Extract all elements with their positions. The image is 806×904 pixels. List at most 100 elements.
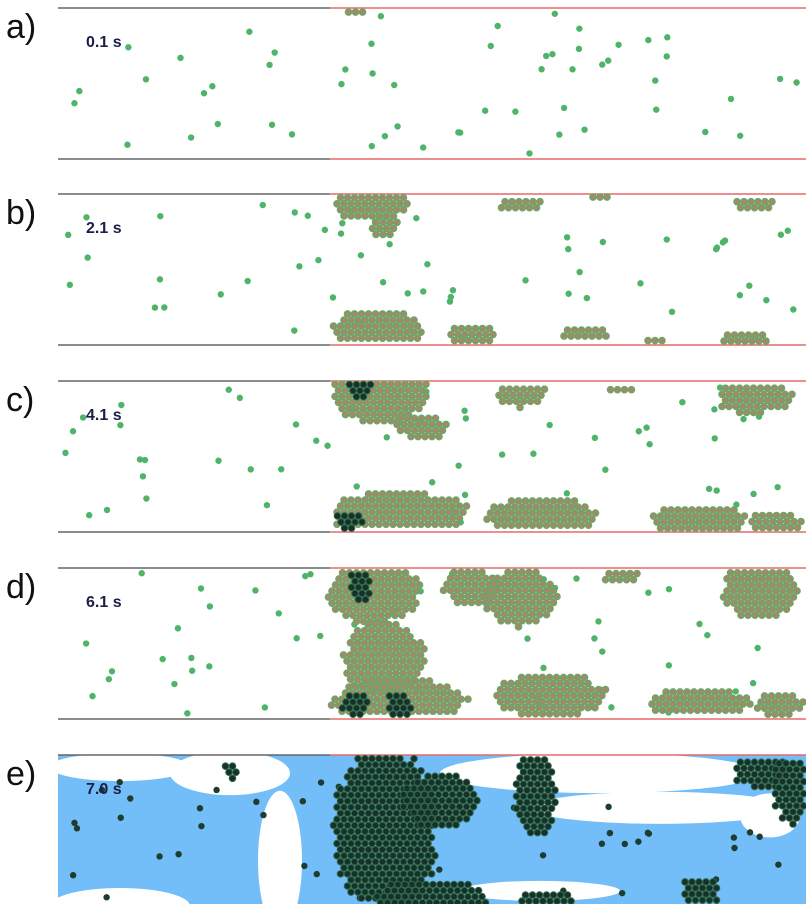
particle — [215, 121, 221, 127]
cluster-particle — [649, 701, 656, 708]
cluster-particle — [358, 311, 365, 318]
cluster-particle — [759, 576, 766, 583]
cluster-particle — [343, 699, 350, 706]
cluster-particle — [449, 779, 456, 786]
cluster-particle — [374, 594, 381, 601]
cluster-particle — [568, 898, 575, 904]
cluster-particle — [789, 693, 796, 700]
cluster-particle — [375, 664, 382, 671]
cluster-particle — [358, 798, 365, 805]
cluster-particle — [468, 575, 475, 582]
cluster-particle — [379, 798, 386, 805]
cluster-particle — [592, 704, 599, 711]
cluster-particle — [332, 381, 339, 388]
cluster-particle — [764, 397, 771, 404]
cluster-particle — [522, 599, 529, 606]
cluster-particle — [800, 790, 806, 797]
cluster-particle — [765, 711, 772, 718]
cluster-particle — [365, 503, 372, 510]
figure: a)0.1 sb)2.1 sc)4.1 sd)6.1 se)7.0 s — [0, 0, 806, 904]
cluster-particle — [776, 606, 783, 613]
cluster-particle — [432, 822, 439, 829]
cluster-particle — [419, 690, 426, 697]
cluster-particle — [400, 658, 407, 665]
particle — [737, 133, 743, 139]
cluster-particle — [342, 399, 349, 406]
cluster-particle — [524, 392, 531, 399]
cluster-particle — [703, 891, 710, 898]
cluster-particle — [400, 670, 407, 677]
cluster-particle — [414, 335, 421, 342]
cluster-particle — [398, 678, 405, 685]
cluster-particle — [395, 405, 402, 412]
cluster-particle — [418, 521, 425, 528]
particle — [424, 261, 430, 267]
cluster-particle — [534, 386, 541, 393]
cluster-particle — [411, 755, 418, 762]
particle — [246, 29, 252, 35]
cluster-particle — [369, 792, 376, 799]
cluster-particle — [775, 403, 782, 410]
cluster-particle — [592, 692, 599, 699]
cluster-particle — [599, 692, 606, 699]
cluster-particle — [567, 710, 574, 717]
particle — [322, 227, 328, 233]
cluster-particle — [791, 518, 798, 525]
cluster-particle — [783, 784, 790, 791]
cluster-particle — [789, 391, 796, 398]
cluster-particle — [365, 834, 372, 841]
cluster-particle — [337, 822, 344, 829]
cluster-particle — [440, 702, 447, 709]
cluster-particle — [392, 588, 399, 595]
cluster-particle — [372, 774, 379, 781]
cluster-particle — [543, 587, 550, 594]
cluster-particle — [747, 391, 754, 398]
cluster-particle — [372, 323, 379, 330]
particle — [704, 632, 710, 638]
cluster-particle — [536, 692, 543, 699]
cluster-particle — [348, 584, 355, 591]
cluster-particle — [465, 325, 472, 332]
cluster-particle — [386, 621, 393, 628]
cluster-particle — [752, 600, 759, 607]
cluster-particle — [769, 594, 776, 601]
cluster-particle — [385, 588, 392, 595]
cluster-particle — [362, 816, 369, 823]
cluster-particle — [372, 311, 379, 318]
cluster-particle — [365, 883, 372, 890]
cluster-particle — [383, 792, 390, 799]
cluster-particle — [515, 522, 522, 529]
cluster-particle — [786, 699, 793, 706]
particle — [540, 852, 546, 858]
cluster-particle — [393, 646, 400, 653]
cluster-particle — [435, 791, 442, 798]
cluster-particle — [529, 587, 536, 594]
cluster-particle — [369, 780, 376, 787]
particle — [581, 126, 587, 132]
cluster-particle — [560, 698, 567, 705]
cluster-particle — [557, 498, 564, 505]
cluster-particle — [713, 897, 720, 904]
cluster-particle — [382, 664, 389, 671]
cluster-particle — [397, 755, 404, 762]
cluster-particle — [346, 606, 353, 613]
cluster-particle — [351, 798, 358, 805]
cluster-particle — [527, 769, 534, 776]
cluster-particle — [519, 516, 526, 523]
cluster-particle — [393, 311, 400, 318]
cluster-particle — [369, 755, 376, 762]
cluster-particle — [536, 522, 543, 529]
cluster-particle — [348, 889, 355, 896]
cluster-particle — [475, 575, 482, 582]
cluster-particle — [779, 803, 786, 810]
cluster-particle — [381, 684, 388, 691]
cluster-particle — [398, 887, 405, 894]
cluster-particle — [407, 871, 414, 878]
cluster-particle — [790, 582, 797, 589]
cluster-particle — [780, 588, 787, 595]
cluster-particle — [399, 600, 406, 607]
cluster-particle — [498, 617, 505, 624]
particle — [74, 825, 80, 831]
cluster-particle — [491, 581, 498, 588]
cluster-particle — [571, 680, 578, 687]
